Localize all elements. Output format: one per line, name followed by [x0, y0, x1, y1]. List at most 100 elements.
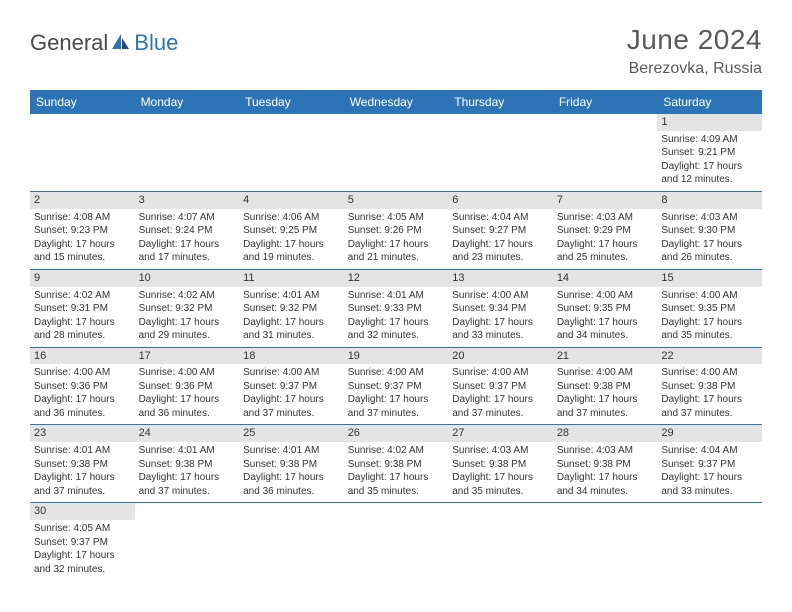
daylight-line: Daylight: 17 hours and 37 minutes.	[139, 471, 236, 498]
weekday-header: Friday	[553, 90, 658, 114]
day-number: 7	[553, 192, 658, 209]
calendar-day-cell	[448, 114, 553, 191]
day-number: 26	[344, 425, 449, 442]
sunrise-line: Sunrise: 4:04 AM	[661, 444, 758, 458]
weekday-header-row: SundayMondayTuesdayWednesdayThursdayFrid…	[30, 90, 762, 114]
calendar-day-cell	[448, 503, 553, 580]
daylight-line: Daylight: 17 hours and 34 minutes.	[557, 471, 654, 498]
calendar-day-cell: 20Sunrise: 4:00 AMSunset: 9:37 PMDayligh…	[448, 347, 553, 425]
daylight-line: Daylight: 17 hours and 26 minutes.	[661, 238, 758, 265]
sunrise-line: Sunrise: 4:03 AM	[557, 444, 654, 458]
daylight-line: Daylight: 17 hours and 37 minutes.	[34, 471, 131, 498]
weekday-header: Monday	[135, 90, 240, 114]
calendar-day-cell: 23Sunrise: 4:01 AMSunset: 9:38 PMDayligh…	[30, 425, 135, 503]
day-number: 8	[657, 192, 762, 209]
day-number: 9	[30, 270, 135, 287]
calendar-day-cell: 9Sunrise: 4:02 AMSunset: 9:31 PMDaylight…	[30, 269, 135, 347]
calendar-day-cell: 27 Sunrise: 4:03 AMSunset: 9:38 PMDayligh…	[448, 425, 553, 503]
day-number: 15	[657, 270, 762, 287]
sunset-line: Sunset: 9:36 PM	[139, 380, 236, 394]
sunset-line: Sunset: 9:29 PM	[557, 224, 654, 238]
day-number: 3	[135, 192, 240, 209]
calendar-day-cell	[135, 503, 240, 580]
day-number: 16	[30, 348, 135, 365]
calendar-day-cell: 14Sunrise: 4:00 AMSunset: 9:35 PMDayligh…	[553, 269, 658, 347]
sunset-line: Sunset: 9:38 PM	[452, 458, 549, 472]
daylight-line: Daylight: 17 hours and 25 minutes.	[557, 238, 654, 265]
calendar-day-cell: 19Sunrise: 4:00 AMSunset: 9:37 PMDayligh…	[344, 347, 449, 425]
sunrise-line: Sunrise: 4:00 AM	[661, 289, 758, 303]
calendar-week-row: 9Sunrise: 4:02 AMSunset: 9:31 PMDaylight…	[30, 269, 762, 347]
calendar-day-cell	[135, 114, 240, 191]
calendar-day-cell: 2Sunrise: 4:08 AMSunset: 9:23 PMDaylight…	[30, 191, 135, 269]
sunset-line: Sunset: 9:37 PM	[661, 458, 758, 472]
day-number: 30	[30, 503, 135, 520]
day-number: 10	[135, 270, 240, 287]
month-title: June 2024	[627, 24, 762, 56]
day-number: 2	[30, 192, 135, 209]
sunrise-line: Sunrise: 4:02 AM	[348, 444, 445, 458]
day-number: 20	[448, 348, 553, 365]
weekday-header: Wednesday	[344, 90, 449, 114]
calendar-day-cell	[344, 503, 449, 580]
daylight-line: Daylight: 17 hours and 35 minutes.	[661, 316, 758, 343]
sunset-line: Sunset: 9:38 PM	[557, 380, 654, 394]
sunset-line: Sunset: 9:38 PM	[34, 458, 131, 472]
calendar-day-cell	[657, 503, 762, 580]
calendar-week-row: 16Sunrise: 4:00 AMSunset: 9:36 PMDayligh…	[30, 347, 762, 425]
daylight-line: Daylight: 17 hours and 17 minutes.	[139, 238, 236, 265]
calendar-day-cell	[30, 114, 135, 191]
daylight-line: Daylight: 17 hours and 32 minutes.	[34, 549, 131, 576]
calendar-day-cell: 6Sunrise: 4:04 AMSunset: 9:27 PMDaylight…	[448, 191, 553, 269]
calendar-day-cell: 4Sunrise: 4:06 AMSunset: 9:25 PMDaylight…	[239, 191, 344, 269]
sunrise-line: Sunrise: 4:09 AM	[661, 133, 758, 147]
calendar-week-row: 1Sunrise: 4:09 AMSunset: 9:21 PMDaylight…	[30, 114, 762, 191]
daylight-line: Daylight: 17 hours and 37 minutes.	[243, 393, 340, 420]
sunset-line: Sunset: 9:30 PM	[661, 224, 758, 238]
daylight-line: Daylight: 17 hours and 19 minutes.	[243, 238, 340, 265]
sunset-line: Sunset: 9:35 PM	[661, 302, 758, 316]
sunrise-line: Sunrise: 4:03 AM	[557, 211, 654, 225]
daylight-line: Daylight: 17 hours and 36 minutes.	[139, 393, 236, 420]
day-number: 12	[344, 270, 449, 287]
daylight-line: Daylight: 17 hours and 28 minutes.	[34, 316, 131, 343]
sunset-line: Sunset: 9:38 PM	[557, 458, 654, 472]
sunset-line: Sunset: 9:38 PM	[348, 458, 445, 472]
daylight-line: Daylight: 17 hours and 31 minutes.	[243, 316, 340, 343]
calendar-day-cell: 24Sunrise: 4:01 AMSunset: 9:38 PMDayligh…	[135, 425, 240, 503]
day-number: 21	[553, 348, 658, 365]
daylight-line: Daylight: 17 hours and 37 minutes.	[557, 393, 654, 420]
sunset-line: Sunset: 9:32 PM	[139, 302, 236, 316]
sunrise-line: Sunrise: 4:03 AM	[661, 211, 758, 225]
sunset-line: Sunset: 9:26 PM	[348, 224, 445, 238]
calendar-week-row: 30Sunrise: 4:05 AMSunset: 9:37 PMDayligh…	[30, 503, 762, 580]
weekday-header: Saturday	[657, 90, 762, 114]
sunrise-line: Sunrise: 4:01 AM	[243, 444, 340, 458]
sunset-line: Sunset: 9:33 PM	[348, 302, 445, 316]
sunrise-line: Sunrise: 4:04 AM	[452, 211, 549, 225]
day-number: 19	[344, 348, 449, 365]
calendar-day-cell: 10Sunrise: 4:02 AMSunset: 9:32 PMDayligh…	[135, 269, 240, 347]
calendar-day-cell: 30Sunrise: 4:05 AMSunset: 9:37 PMDayligh…	[30, 503, 135, 580]
sunrise-line: Sunrise: 4:02 AM	[139, 289, 236, 303]
calendar-day-cell: 26Sunrise: 4:02 AMSunset: 9:38 PMDayligh…	[344, 425, 449, 503]
calendar-day-cell: 11Sunrise: 4:01 AMSunset: 9:32 PMDayligh…	[239, 269, 344, 347]
calendar-day-cell	[553, 503, 658, 580]
calendar-day-cell	[239, 114, 344, 191]
daylight-line: Daylight: 17 hours and 37 minutes.	[452, 393, 549, 420]
day-number: 27	[448, 425, 553, 442]
calendar-day-cell: 22Sunrise: 4:00 AMSunset: 9:38 PMDayligh…	[657, 347, 762, 425]
sunset-line: Sunset: 9:35 PM	[557, 302, 654, 316]
day-number: 29	[657, 425, 762, 442]
day-number: 13	[448, 270, 553, 287]
day-number: 1	[657, 114, 762, 131]
daylight-line: Daylight: 17 hours and 35 minutes.	[452, 471, 549, 498]
sunrise-line: Sunrise: 4:00 AM	[34, 366, 131, 380]
sunrise-line: Sunrise: 4:05 AM	[34, 522, 131, 536]
daylight-line: Daylight: 17 hours and 37 minutes.	[661, 393, 758, 420]
sunrise-line: Sunrise: 4:00 AM	[452, 366, 549, 380]
calendar-day-cell: 12Sunrise: 4:01 AMSunset: 9:33 PMDayligh…	[344, 269, 449, 347]
sunset-line: Sunset: 9:37 PM	[243, 380, 340, 394]
sunrise-line: Sunrise: 4:03 AM	[452, 444, 549, 458]
calendar-day-cell	[344, 114, 449, 191]
